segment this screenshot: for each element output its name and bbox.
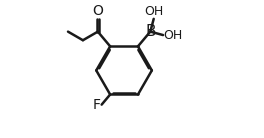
Text: O: O <box>92 4 103 18</box>
Text: B: B <box>145 24 155 39</box>
Text: OH: OH <box>144 5 163 18</box>
Text: OH: OH <box>164 29 183 42</box>
Text: F: F <box>93 98 101 112</box>
